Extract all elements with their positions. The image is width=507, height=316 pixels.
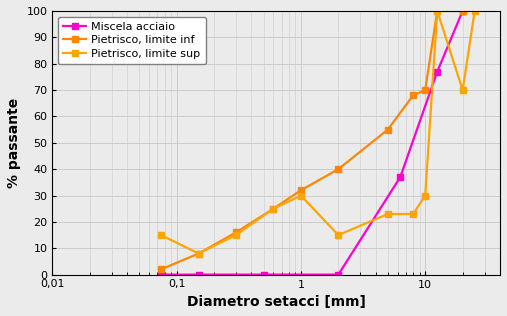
Pietrisco, limite inf	[335, 167, 341, 171]
Miscela acciaio	[335, 273, 341, 276]
Miscela acciaio	[196, 273, 202, 276]
Pietrisco, limite sup	[298, 194, 304, 198]
Pietrisco, limite inf	[385, 128, 391, 131]
Pietrisco, limite inf	[410, 94, 416, 97]
Pietrisco, limite sup	[233, 233, 239, 237]
Pietrisco, limite sup	[410, 212, 416, 216]
Pietrisco, limite inf	[460, 9, 466, 13]
Miscela acciaio	[397, 175, 404, 179]
Pietrisco, limite sup	[472, 9, 478, 13]
X-axis label: Diametro setacci [mm]: Diametro setacci [mm]	[187, 295, 366, 309]
Legend: Miscela acciaio, Pietrisco, limite inf, Pietrisco, limite sup: Miscela acciaio, Pietrisco, limite inf, …	[58, 16, 206, 64]
Pietrisco, limite inf	[196, 252, 202, 255]
Pietrisco, limite inf	[434, 9, 440, 13]
Line: Miscela acciaio: Miscela acciaio	[158, 8, 466, 278]
Pietrisco, limite sup	[434, 9, 440, 13]
Pietrisco, limite sup	[196, 252, 202, 255]
Pietrisco, limite inf	[270, 207, 276, 210]
Pietrisco, limite sup	[460, 88, 466, 92]
Miscela acciaio	[261, 273, 267, 276]
Pietrisco, limite inf	[422, 88, 428, 92]
Pietrisco, limite inf	[158, 267, 164, 271]
Y-axis label: % passante: % passante	[7, 98, 21, 188]
Pietrisco, limite inf	[233, 231, 239, 234]
Pietrisco, limite sup	[385, 212, 391, 216]
Miscela acciaio	[434, 70, 440, 74]
Line: Pietrisco, limite inf: Pietrisco, limite inf	[158, 8, 466, 273]
Miscela acciaio	[460, 9, 466, 13]
Pietrisco, limite sup	[335, 233, 341, 237]
Line: Pietrisco, limite sup: Pietrisco, limite sup	[158, 8, 478, 257]
Pietrisco, limite inf	[298, 188, 304, 192]
Miscela acciaio	[158, 273, 164, 276]
Pietrisco, limite sup	[422, 194, 428, 198]
Pietrisco, limite sup	[270, 207, 276, 210]
Pietrisco, limite sup	[158, 233, 164, 237]
